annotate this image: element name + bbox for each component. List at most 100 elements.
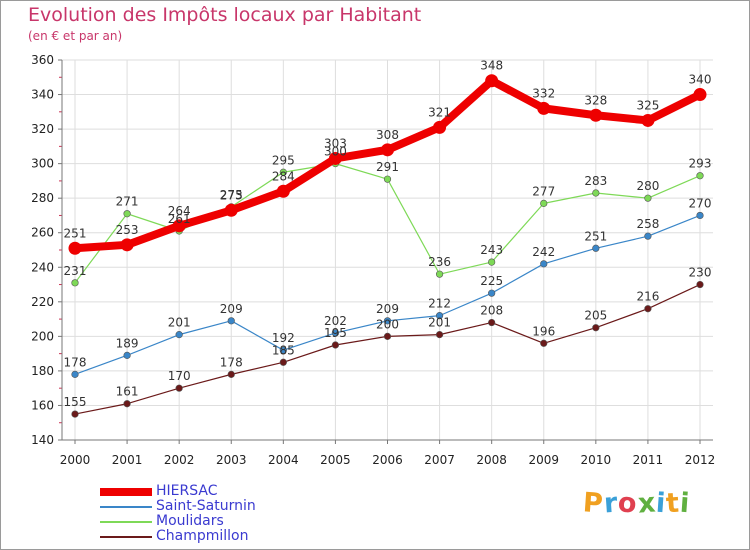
legend-swatch-hiersac xyxy=(100,488,152,496)
data-label-champmillon: 161 xyxy=(116,385,139,399)
y-tick-label: 280 xyxy=(31,191,54,205)
data-label-saint-saturnin: 201 xyxy=(168,316,191,330)
data-label-saint-saturnin: 189 xyxy=(116,336,139,350)
y-tick-label: 140 xyxy=(31,433,54,447)
y-tick-label: 360 xyxy=(31,53,54,67)
point-hiersac xyxy=(589,108,603,122)
x-tick-label: 2006 xyxy=(372,453,403,467)
logo-letter: i xyxy=(679,487,692,520)
data-label-champmillon: 185 xyxy=(272,343,295,357)
data-label-moulidars: 291 xyxy=(376,160,399,174)
point-champmillon xyxy=(592,324,600,332)
data-label-moulidars: 293 xyxy=(689,157,712,171)
data-label-saint-saturnin: 209 xyxy=(220,302,243,316)
x-tick-label: 2009 xyxy=(528,453,559,467)
y-tick-label: 220 xyxy=(31,295,54,309)
data-label-champmillon: 230 xyxy=(689,266,712,280)
logo-letter: P xyxy=(581,487,605,520)
data-label-champmillon: 195 xyxy=(324,326,347,340)
chart-title: Evolution des Impôts locaux par Habitant xyxy=(28,4,422,26)
data-label-saint-saturnin: 202 xyxy=(324,314,347,328)
point-saint-saturnin xyxy=(696,211,704,220)
point-hiersac xyxy=(641,113,655,127)
data-label-hiersac: 264 xyxy=(168,204,191,218)
logo-letter: x xyxy=(636,487,658,520)
logo-letter: o xyxy=(617,487,639,520)
data-label-moulidars: 231 xyxy=(64,264,87,278)
y-tick-label: 300 xyxy=(31,157,54,171)
data-label-saint-saturnin: 251 xyxy=(584,229,607,243)
data-label-saint-saturnin: 270 xyxy=(689,196,712,210)
point-saint-saturnin xyxy=(71,370,79,378)
point-hiersac xyxy=(120,238,134,252)
data-label-hiersac: 328 xyxy=(584,93,607,107)
legend-label-hiersac: HIERSAC xyxy=(156,483,218,499)
point-hiersac xyxy=(485,74,499,88)
data-label-saint-saturnin: 178 xyxy=(64,355,87,369)
data-label-saint-saturnin: 258 xyxy=(636,217,659,231)
point-moulidars xyxy=(540,199,548,207)
point-hiersac xyxy=(172,219,186,233)
point-saint-saturnin xyxy=(592,244,600,252)
point-hiersac xyxy=(693,88,707,102)
point-moulidars xyxy=(696,172,704,180)
data-label-hiersac: 340 xyxy=(689,73,712,87)
data-label-hiersac: 253 xyxy=(116,223,139,237)
point-moulidars xyxy=(383,175,392,183)
x-tick-label: 2005 xyxy=(320,453,351,467)
data-label-champmillon: 155 xyxy=(64,395,87,409)
point-hiersac xyxy=(224,203,238,217)
data-label-hiersac: 332 xyxy=(532,86,555,100)
data-label-moulidars: 277 xyxy=(532,184,555,198)
data-label-champmillon: 196 xyxy=(532,324,555,338)
legend-label-saint-saturnin: Saint-Saturnin xyxy=(156,498,256,514)
point-saint-saturnin xyxy=(435,312,444,320)
data-label-champmillon: 205 xyxy=(584,309,607,323)
point-saint-saturnin xyxy=(175,331,183,339)
data-label-saint-saturnin: 209 xyxy=(376,302,399,316)
point-hiersac xyxy=(68,241,82,255)
point-hiersac xyxy=(381,143,394,157)
point-saint-saturnin xyxy=(331,329,340,337)
x-tick-label: 2003 xyxy=(216,453,247,467)
point-champmillon xyxy=(279,358,287,366)
point-champmillon xyxy=(383,332,392,340)
data-label-hiersac: 321 xyxy=(428,105,451,119)
point-moulidars xyxy=(488,258,496,266)
data-label-hiersac: 284 xyxy=(272,169,295,183)
data-label-saint-saturnin: 212 xyxy=(428,297,451,311)
x-tick-label: 2000 xyxy=(60,453,91,467)
point-moulidars xyxy=(435,270,444,278)
point-moulidars xyxy=(71,279,79,287)
point-champmillon xyxy=(175,384,183,392)
legend-swatch-moulidars xyxy=(100,521,152,523)
x-tick-label: 2011 xyxy=(633,453,664,467)
point-moulidars xyxy=(592,189,600,197)
data-label-moulidars: 283 xyxy=(584,174,607,188)
data-label-champmillon: 201 xyxy=(428,316,451,330)
y-tick-label: 260 xyxy=(31,226,54,240)
point-saint-saturnin xyxy=(383,317,392,325)
point-moulidars xyxy=(123,210,131,218)
point-champmillon xyxy=(435,331,444,339)
legend-label-moulidars: Moulidars xyxy=(156,513,224,529)
x-tick-label: 2008 xyxy=(476,453,507,467)
data-label-moulidars: 271 xyxy=(116,195,139,209)
data-label-moulidars: 236 xyxy=(428,255,451,269)
data-label-hiersac: 251 xyxy=(64,226,87,240)
data-label-moulidars: 300 xyxy=(324,145,347,159)
x-tick-label: 2004 xyxy=(268,453,299,467)
data-label-moulidars: 275 xyxy=(220,188,243,202)
data-label-saint-saturnin: 192 xyxy=(272,331,295,345)
x-tick-label: 2001 xyxy=(112,453,143,467)
x-tick-label: 2007 xyxy=(424,453,455,467)
point-champmillon xyxy=(488,318,496,327)
point-saint-saturnin xyxy=(279,346,287,354)
point-champmillon xyxy=(123,400,131,408)
point-champmillon xyxy=(71,410,79,418)
series-layer xyxy=(68,74,707,418)
grid xyxy=(62,59,713,441)
data-label-moulidars: 243 xyxy=(480,243,503,257)
point-saint-saturnin xyxy=(227,317,235,325)
